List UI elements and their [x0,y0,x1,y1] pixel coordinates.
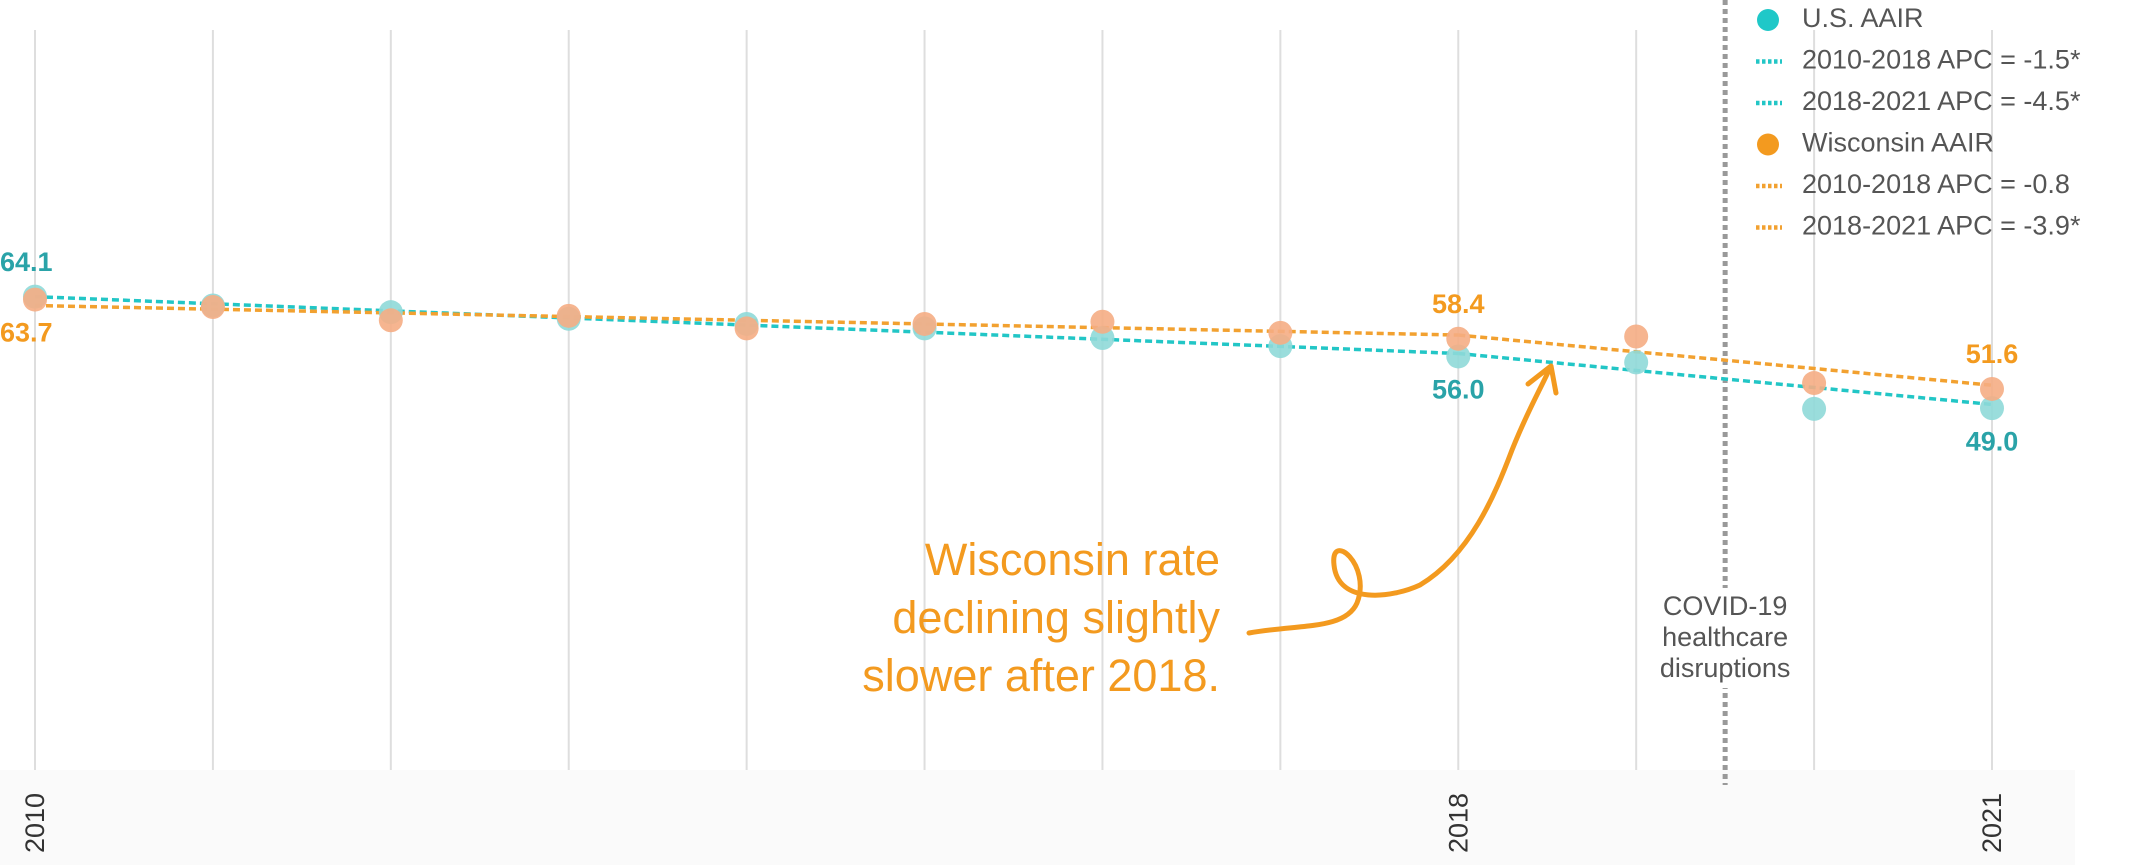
data-label: 64.1 [0,247,53,277]
trend-line [34,303,1459,337]
legend-label: 2010-2018 APC = -0.8 [1802,169,2070,199]
legend-label: Wisconsin AAIR [1802,128,1994,158]
data-point [1624,350,1649,375]
data-point [1446,344,1471,369]
data-point [1980,376,2004,401]
annotation-text: Wisconsin rate [925,534,1220,585]
axis-band [0,770,2075,865]
legend-label: 2018-2021 APC = -3.9* [1802,211,2081,241]
annotation-arrowhead [1525,363,1559,396]
data-point [1268,320,1293,345]
data-point [1446,326,1471,351]
trend-line [1458,333,1993,388]
legend-marker [1757,133,1779,156]
legend-marker [1757,9,1779,31]
data-point [556,303,581,328]
data-point [200,294,225,319]
x-tick-label: 2021 [1977,793,2007,853]
annotation-text: slower after 2018. [862,650,1220,701]
data-point [1090,309,1115,334]
data-point [734,316,759,341]
data-point [378,308,403,333]
data-point [1802,396,1827,421]
data-point [23,287,47,312]
data-label: 56.0 [1432,375,1485,405]
data-point [1980,396,2004,421]
data-point [1624,324,1649,349]
data-label: 58.4 [1432,289,1485,319]
covid-label: disruptions [1660,653,1791,683]
data-label: 51.6 [1966,339,2019,369]
legend-label: 2010-2018 APC = -1.5* [1802,45,2081,75]
x-tick-label: 2018 [1443,793,1473,853]
data-label: 63.7 [0,318,53,348]
x-tick-label: 2010 [20,793,50,853]
data-point [1802,371,1827,396]
legend-label: U.S. AAIR [1802,3,1924,33]
annotation-text: declining slightly [892,592,1220,643]
data-label: 49.0 [1966,426,2019,456]
annotation-arrow [1246,365,1553,636]
data-point [912,311,937,336]
legend-label: 2018-2021 APC = -4.5* [1802,86,2081,116]
covid-label-bg [1650,588,1801,688]
trend-line [1458,351,1993,407]
trend-line [34,294,1459,356]
covid-label: COVID-19 [1663,591,1788,621]
covid-label: healthcare [1662,622,1788,652]
